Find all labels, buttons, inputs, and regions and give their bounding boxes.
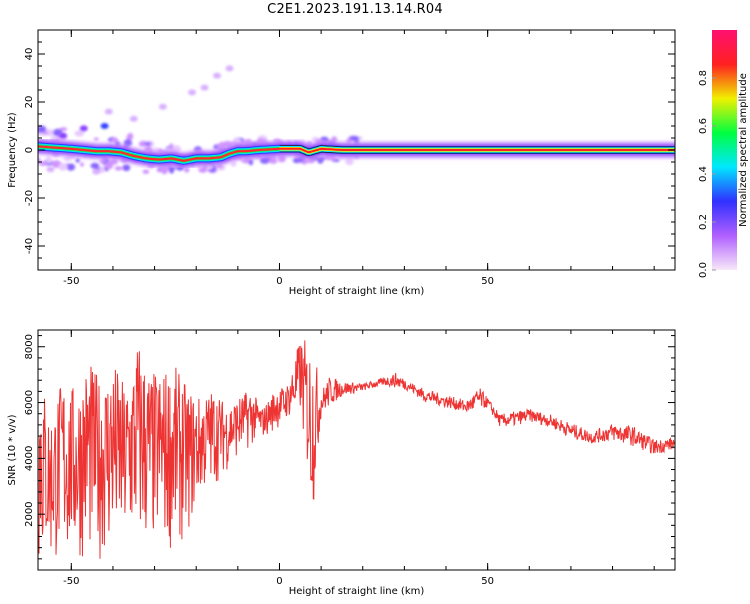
colorbar-gradient [712,30,737,270]
noise-blob [218,141,228,149]
snr-ytick-label: 2000 [24,501,35,526]
snr-frame [37,329,676,571]
outlier-spot [58,132,67,139]
snr-xtick-label: 50 [481,576,494,587]
noise-blob [349,135,360,141]
heatmap-ytick-label: -40 [24,238,35,254]
heatmap-ytick-label: 0 [24,147,35,153]
heatmap-ytick-label: -20 [24,190,35,206]
snr-ytick-label: 8000 [24,334,35,359]
noise-blob [79,162,85,167]
outlier-spot [100,123,109,129]
noise-blob [168,166,175,174]
noise-blob [46,156,52,164]
noise-blob [248,158,254,166]
outlier-spot [158,103,167,110]
noise-blob [58,163,68,171]
noise-blob [66,163,76,171]
noise-blob [234,138,242,143]
outlier-spot [92,168,101,175]
noise-blob [171,145,181,153]
noise-blob [230,160,237,167]
noise-blob [74,130,85,137]
figure-title: C2E1.2023.191.13.14.R04 [267,2,443,17]
noise-blob [278,155,285,163]
heatmap-ytick-label: 20 [24,96,35,109]
outlier-spot [129,115,138,122]
snr-ytick-label: 4000 [24,446,35,471]
outlier-spot [225,65,234,72]
noise-blob [114,166,123,171]
noise-blob [127,132,134,141]
noise-blob [169,143,174,151]
snr-xtick-label: 0 [276,576,282,587]
heatmap-ylabel: Frequency (Hz) [7,112,18,188]
snr-xtick-label: -50 [63,576,79,587]
outlier-spot [188,89,197,96]
noise-blob [198,167,208,173]
noise-blob [123,139,133,147]
noise-blob [93,137,99,141]
colorbar-tick-label: 0.4 [698,166,709,182]
noise-blob [99,159,106,163]
outlier-spot [104,108,113,115]
colorbar-label: Normalized spectral amplitude [738,73,749,227]
noise-blob [122,164,131,172]
noise-blob [43,131,49,135]
snr-ytick-label: 6000 [24,390,35,415]
noise-blob [144,142,152,146]
heatmap-ytick-label: 40 [24,48,35,61]
noise-blob [241,159,250,163]
colorbar-tick-label: 0.0 [698,262,709,278]
noise-blob [142,169,150,174]
noise-blob [268,158,278,164]
noise-blob [138,140,148,147]
outlier-spot [213,72,222,79]
colorbar-tick-label: 0.2 [698,214,709,230]
heatmap-xtick-label: -50 [63,276,79,287]
noise-blob [75,158,80,163]
noise-blob [110,137,119,143]
colorbar-tick-label: 0.6 [698,118,709,134]
noise-blob [38,125,47,134]
snr-ylabel: SNR (10 * v/v) [7,414,18,485]
noise-blob [345,157,354,166]
outlier-spot [46,166,55,173]
snr-panel: -50 0 50 2000 4000 6000 8000 Height of straight… [7,329,676,597]
heatmap-panel: -50 0 50 -40 -20 0 20 40 Height of straight line… [7,29,676,297]
colorbar-tick-label: 0.8 [698,70,709,86]
outlier-spot [200,84,209,91]
colorbar: 0.0 0.2 0.4 0.6 0.8 Normalized spectral ampli… [698,30,749,278]
snr-xlabel: Height of straight line (km) [289,586,425,597]
heatmap-plot-area [38,65,675,175]
heatmap-xtick-label: 50 [481,276,494,287]
snr-series-line [38,340,675,559]
outlier-spot [79,125,88,132]
noise-blob [157,169,162,173]
heatmap-xlabel: Height of straight line (km) [289,286,425,297]
ridge-right-red [279,147,674,154]
heatmap-xtick-label: 0 [276,276,282,287]
